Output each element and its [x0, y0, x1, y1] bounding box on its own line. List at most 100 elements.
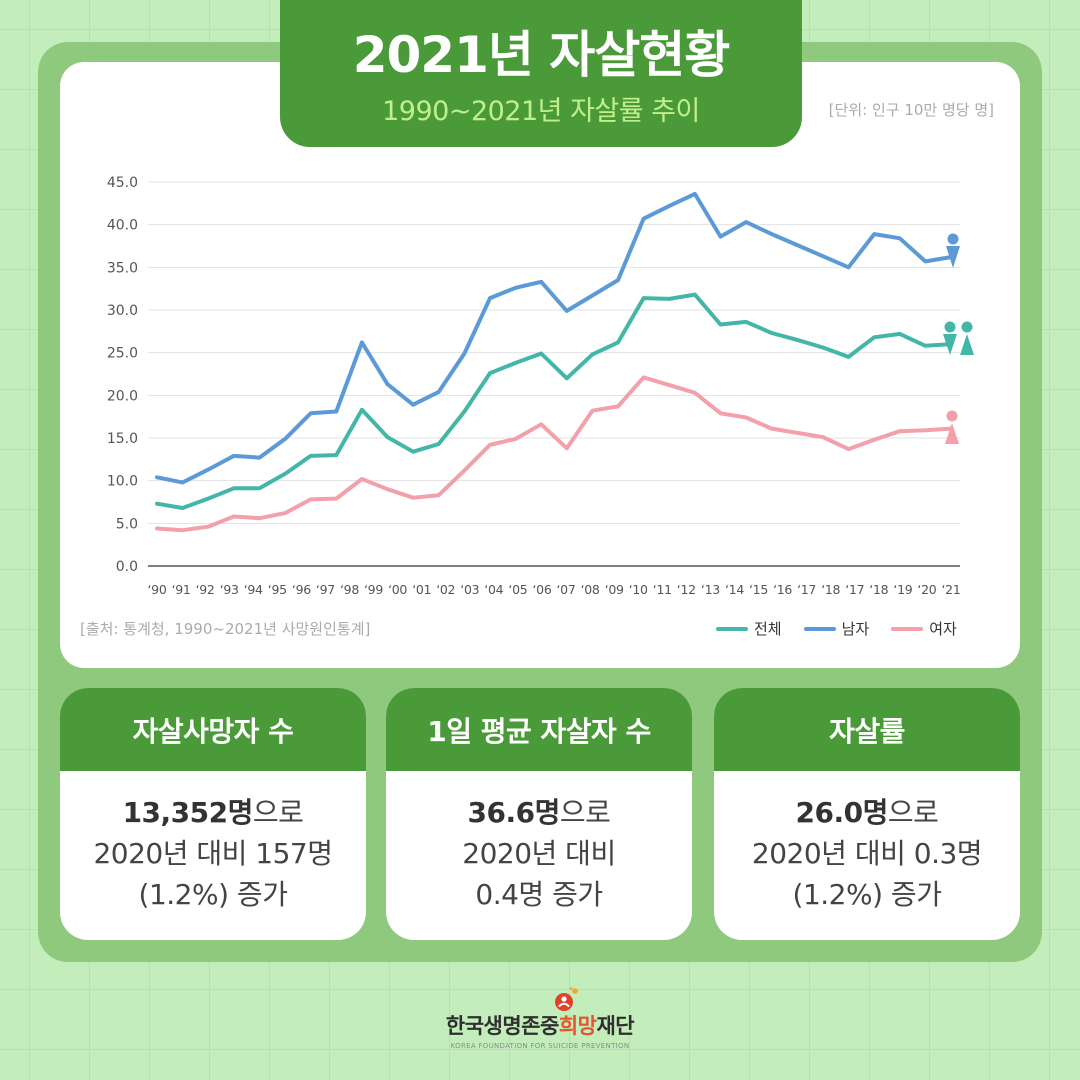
x-tick-label: ‘19 — [893, 582, 912, 597]
data-point-female — [257, 516, 262, 520]
stat-line: 0.4명 증가 — [475, 878, 603, 911]
x-tick-label: ‘97 — [316, 582, 335, 597]
data-point-female — [180, 528, 185, 532]
stat-value: 36.6명 — [467, 796, 561, 829]
title-banner: 2021년 자살현황 1990~2021년 자살률 추이 — [280, 0, 802, 147]
x-tick-label: ‘21 — [942, 582, 961, 597]
data-point-male — [334, 409, 339, 414]
data-point-total — [411, 449, 415, 454]
female-icon — [945, 410, 959, 444]
y-tick-label: 20.0 — [107, 388, 138, 404]
data-point-male — [385, 382, 390, 386]
data-point-female — [641, 375, 646, 380]
data-point-total — [232, 486, 236, 491]
stat-line: 2020년 대비 0.3명 — [751, 837, 983, 870]
data-point-male — [898, 236, 902, 241]
y-tick-label: 5.0 — [116, 516, 138, 532]
legend-item-male: 남자 — [803, 619, 870, 639]
data-point-total — [872, 335, 876, 340]
foundation-name-english: KOREA FOUNDATION FOR SUICIDE PREVENTION — [450, 1042, 630, 1050]
data-point-male — [565, 309, 569, 313]
data-point-female — [616, 404, 620, 409]
data-point-male — [718, 234, 723, 239]
line-chart: 0.0 5.0 10.0 15.0 20.0 25.0 30.0 35.0 40.0 45.0 ‘… — [107, 175, 974, 597]
x-tick-label: ‘02 — [436, 582, 455, 597]
data-point-male — [590, 293, 595, 298]
data-point-male — [206, 467, 210, 472]
legend-swatch — [803, 627, 836, 631]
stat-card-body: 26.0명으로 2020년 대비 0.3명 (1.2%) 증가 — [714, 771, 1020, 940]
stat-value-suffix: 으로 — [252, 796, 304, 829]
data-point-total — [821, 345, 825, 350]
chart-card — [60, 62, 1020, 668]
stat-card-deaths: 자살사망자 수 13,352명으로 2020년 대비 157명 (1.2%) 증… — [60, 688, 366, 940]
data-point-female — [769, 426, 774, 431]
x-tick-label: ‘18 — [821, 582, 840, 597]
x-tick-label: ‘92 — [196, 582, 215, 597]
data-point-total — [923, 344, 928, 348]
data-point-female — [155, 526, 159, 531]
legend-swatch — [716, 627, 748, 631]
data-point-female — [232, 514, 236, 519]
stat-card-daily-average: 1일 평균 자살자 수 36.6명으로 2020년 대비 0.4명 증가 — [386, 688, 692, 940]
foundation-name-highlight: 희망 — [558, 1014, 597, 1038]
data-point-female — [308, 497, 313, 502]
data-point-female — [385, 487, 390, 492]
x-tick-label: ‘96 — [292, 582, 311, 597]
data-point-total — [616, 340, 620, 345]
x-tick-label: ‘91 — [172, 582, 191, 597]
x-tick-label: ‘17 — [797, 582, 816, 597]
data-point-total — [898, 332, 902, 336]
foundation-name: 한국생명존중희망재단 — [0, 1012, 1080, 1040]
x-tick-label: ‘18 — [869, 582, 888, 597]
male-icon — [943, 321, 957, 355]
data-point-male — [308, 411, 313, 416]
source-note: [출처: 통계청, 1990~2021년 사망원인통계] — [80, 620, 371, 638]
female-icon — [960, 321, 974, 355]
data-point-male — [360, 340, 364, 345]
legend-label: 남자 — [841, 620, 870, 638]
stat-line: (1.2%) 증가 — [138, 878, 288, 911]
x-tick-label: ‘13 — [701, 582, 720, 597]
x-tick-label: ‘03 — [460, 582, 479, 597]
male-icon — [946, 233, 960, 268]
gridlines — [148, 181, 960, 567]
stat-line: 26.0명으로 — [796, 792, 939, 833]
chart-subtitle: 1990~2021년 자살률 추이 — [382, 96, 700, 127]
x-tick-label: ‘05 — [508, 582, 527, 597]
data-point-female — [872, 437, 876, 442]
data-point-male — [539, 280, 543, 284]
stat-card-title: 1일 평균 자살자 수 — [386, 688, 692, 771]
stat-line: 36.6명으로 — [468, 792, 611, 833]
data-point-total — [667, 297, 672, 301]
x-tick-label: ‘17 — [845, 582, 864, 597]
foundation-name-part: 한국생명존중 — [445, 1014, 559, 1038]
y-tick-label: 10.0 — [107, 474, 138, 490]
data-point-male — [769, 232, 774, 236]
x-tick-label: ‘16 — [773, 582, 792, 597]
x-tick-label: ‘09 — [605, 582, 624, 597]
legend-swatch — [891, 627, 924, 631]
data-point-female — [513, 437, 518, 441]
data-point-female — [488, 443, 492, 447]
stat-card-title: 자살사망자 수 — [60, 688, 366, 771]
data-point-total — [257, 486, 262, 491]
legend-item-female: 여자 — [891, 619, 957, 639]
data-point-total — [769, 331, 774, 335]
data-point-total — [334, 453, 339, 457]
y-tick-label: 0.0 — [116, 559, 138, 575]
data-point-female — [334, 496, 339, 501]
y-tick-label: 30.0 — [107, 303, 138, 319]
data-point-male — [744, 220, 748, 224]
x-tick-label: ‘08 — [581, 582, 600, 597]
x-tick-label: ‘99 — [364, 582, 383, 597]
data-point-total — [155, 501, 159, 506]
data-point-female — [283, 511, 287, 515]
stat-value-suffix: 으로 — [887, 796, 939, 829]
stat-value: 13,352명 — [122, 796, 254, 829]
legend-label: 여자 — [929, 620, 957, 638]
data-point-total — [718, 322, 723, 327]
data-point-female — [718, 411, 723, 416]
x-tick-label: ‘90 — [148, 582, 167, 597]
x-tick-label: ‘07 — [557, 582, 576, 597]
